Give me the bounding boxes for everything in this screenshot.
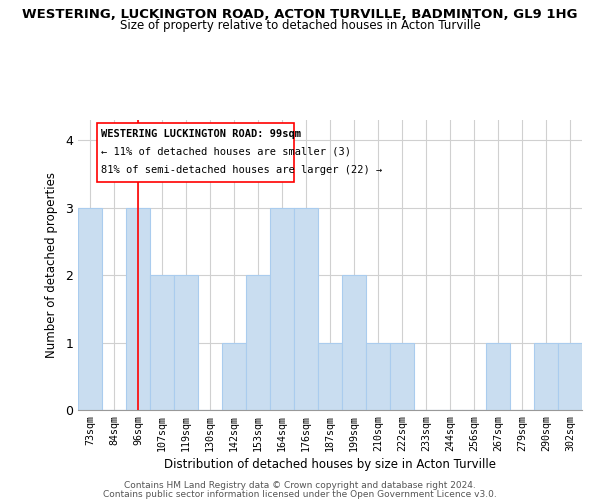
Text: Size of property relative to detached houses in Acton Turville: Size of property relative to detached ho… — [119, 18, 481, 32]
Bar — [318, 342, 342, 410]
Bar — [486, 342, 510, 410]
Text: Contains public sector information licensed under the Open Government Licence v3: Contains public sector information licen… — [103, 490, 497, 499]
Bar — [97, 124, 294, 182]
Bar — [78, 208, 102, 410]
Text: WESTERING, LUCKINGTON ROAD, ACTON TURVILLE, BADMINTON, GL9 1HG: WESTERING, LUCKINGTON ROAD, ACTON TURVIL… — [22, 8, 578, 20]
Bar — [174, 275, 198, 410]
Bar — [222, 342, 246, 410]
Bar — [150, 275, 174, 410]
Bar — [390, 342, 414, 410]
Text: ← 11% of detached houses are smaller (3): ← 11% of detached houses are smaller (3) — [101, 146, 351, 156]
Bar — [126, 208, 150, 410]
Bar — [270, 208, 294, 410]
Text: 81% of semi-detached houses are larger (22) →: 81% of semi-detached houses are larger (… — [101, 164, 382, 174]
Bar — [366, 342, 390, 410]
Bar — [342, 275, 366, 410]
X-axis label: Distribution of detached houses by size in Acton Turville: Distribution of detached houses by size … — [164, 458, 496, 471]
Text: Contains HM Land Registry data © Crown copyright and database right 2024.: Contains HM Land Registry data © Crown c… — [124, 481, 476, 490]
Bar — [294, 208, 318, 410]
Bar — [534, 342, 558, 410]
Bar — [558, 342, 582, 410]
Y-axis label: Number of detached properties: Number of detached properties — [45, 172, 58, 358]
Bar — [246, 275, 270, 410]
Text: WESTERING LUCKINGTON ROAD: 99sqm: WESTERING LUCKINGTON ROAD: 99sqm — [101, 129, 301, 139]
